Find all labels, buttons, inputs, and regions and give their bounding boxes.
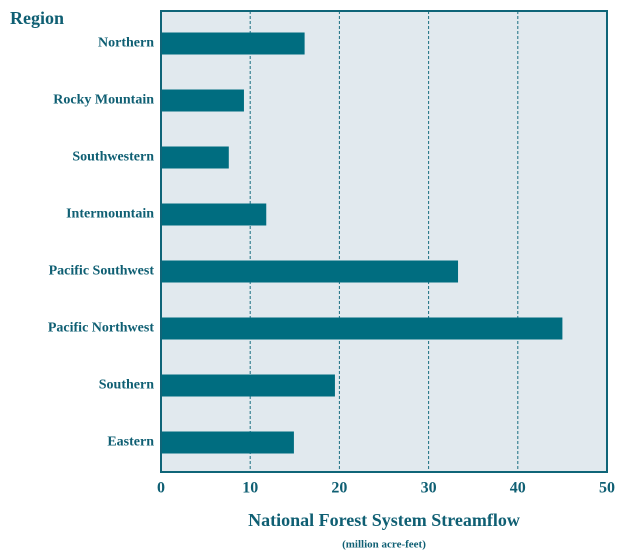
bar (161, 375, 335, 397)
y-tick-label: Pacific Northwest (48, 321, 154, 336)
x-tick-label: 40 (510, 480, 526, 497)
y-tick-label: Eastern (107, 435, 154, 450)
y-tick-label: Northern (98, 36, 154, 51)
x-tick-label: 10 (242, 480, 258, 497)
bar (161, 318, 562, 340)
chart: Region National Forest System Streamflow… (0, 0, 621, 554)
y-tick-label: Rocky Mountain (53, 93, 154, 108)
bar (161, 33, 305, 55)
y-tick-label: Southwestern (72, 150, 154, 165)
y-tick-label: Pacific Southwest (49, 264, 155, 279)
x-tick-label: 50 (599, 480, 615, 497)
bar (161, 204, 266, 226)
x-tick-label: 20 (331, 480, 347, 497)
plot-background (161, 11, 607, 472)
bar (161, 90, 244, 112)
y-tick-label: Intermountain (66, 207, 154, 222)
y-tick-label: Southern (99, 378, 154, 393)
bar (161, 147, 229, 169)
x-tick-label: 30 (421, 480, 437, 497)
bar (161, 432, 294, 454)
chart-title: Region (10, 8, 64, 28)
x-tick-label: 0 (157, 480, 165, 497)
x-axis-sublabel: (million acre-feet) (342, 539, 426, 551)
bar (161, 261, 458, 283)
x-axis-label: National Forest System Streamflow (248, 510, 520, 530)
